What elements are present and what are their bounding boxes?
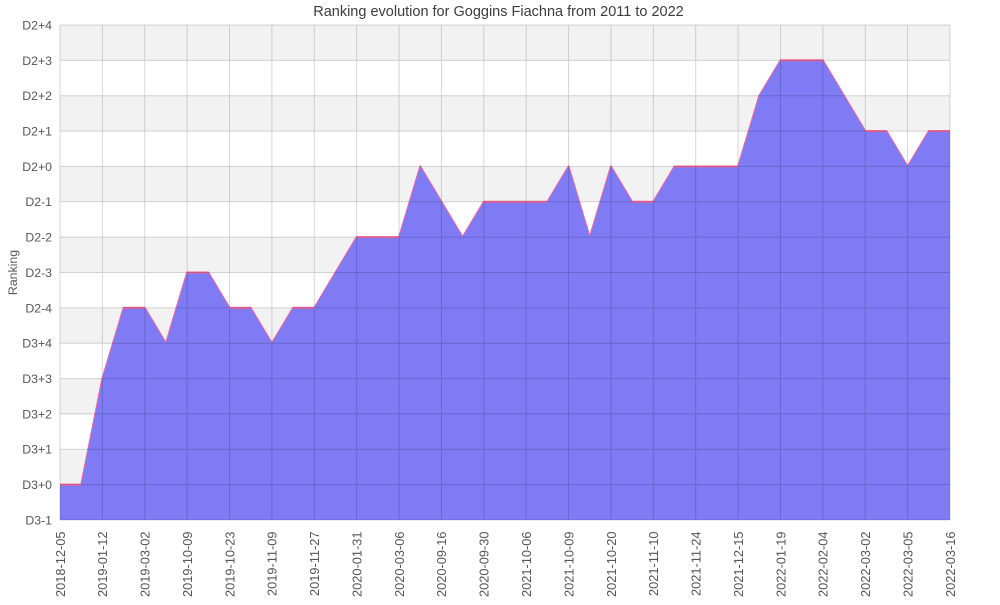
svg-text:2018-12-05: 2018-12-05 xyxy=(53,532,68,597)
svg-text:D2+1: D2+1 xyxy=(22,124,52,138)
svg-text:D3+2: D3+2 xyxy=(22,407,52,421)
svg-text:2019-01-12: 2019-01-12 xyxy=(95,532,110,597)
svg-text:D2-2: D2-2 xyxy=(25,231,52,245)
svg-text:2022-03-02: 2022-03-02 xyxy=(858,532,873,597)
svg-text:Ranking evolution for Goggins: Ranking evolution for Goggins Fiachna fr… xyxy=(313,4,684,20)
svg-text:2020-09-16: 2020-09-16 xyxy=(434,532,449,597)
svg-text:D3+1: D3+1 xyxy=(22,443,52,457)
svg-text:2021-10-20: 2021-10-20 xyxy=(604,532,619,597)
svg-text:D2+2: D2+2 xyxy=(22,89,52,103)
svg-text:D2-4: D2-4 xyxy=(25,301,52,315)
svg-text:D2+4: D2+4 xyxy=(22,18,52,32)
svg-text:2021-11-10: 2021-11-10 xyxy=(646,532,661,597)
svg-text:2019-11-09: 2019-11-09 xyxy=(265,532,280,597)
svg-text:2022-03-05: 2022-03-05 xyxy=(900,532,915,597)
svg-text:D2+0: D2+0 xyxy=(22,160,52,174)
svg-text:D3+0: D3+0 xyxy=(22,478,52,492)
svg-text:D2+3: D2+3 xyxy=(22,54,52,68)
svg-text:2019-11-27: 2019-11-27 xyxy=(307,532,322,597)
svg-text:D2-1: D2-1 xyxy=(25,195,52,209)
svg-text:2020-01-31: 2020-01-31 xyxy=(349,532,364,597)
svg-text:2020-09-30: 2020-09-30 xyxy=(477,532,492,597)
svg-text:2019-10-09: 2019-10-09 xyxy=(180,532,195,597)
svg-text:2021-10-09: 2021-10-09 xyxy=(561,532,576,597)
svg-text:2022-03-16: 2022-03-16 xyxy=(943,532,958,597)
svg-text:2022-01-19: 2022-01-19 xyxy=(773,532,788,597)
svg-text:2019-10-23: 2019-10-23 xyxy=(222,532,237,597)
svg-text:2019-03-02: 2019-03-02 xyxy=(138,532,153,597)
svg-text:D2-3: D2-3 xyxy=(25,266,52,280)
svg-text:2021-10-06: 2021-10-06 xyxy=(519,532,534,597)
svg-text:2020-03-06: 2020-03-06 xyxy=(392,532,407,597)
svg-text:2021-11-24: 2021-11-24 xyxy=(689,532,704,597)
svg-text:Ranking: Ranking xyxy=(6,250,20,295)
svg-text:2022-02-04: 2022-02-04 xyxy=(816,532,831,597)
svg-text:D3+3: D3+3 xyxy=(22,372,52,386)
svg-text:D3-1: D3-1 xyxy=(25,513,52,527)
svg-text:D3+4: D3+4 xyxy=(22,337,52,351)
svg-text:2021-12-15: 2021-12-15 xyxy=(731,532,746,597)
